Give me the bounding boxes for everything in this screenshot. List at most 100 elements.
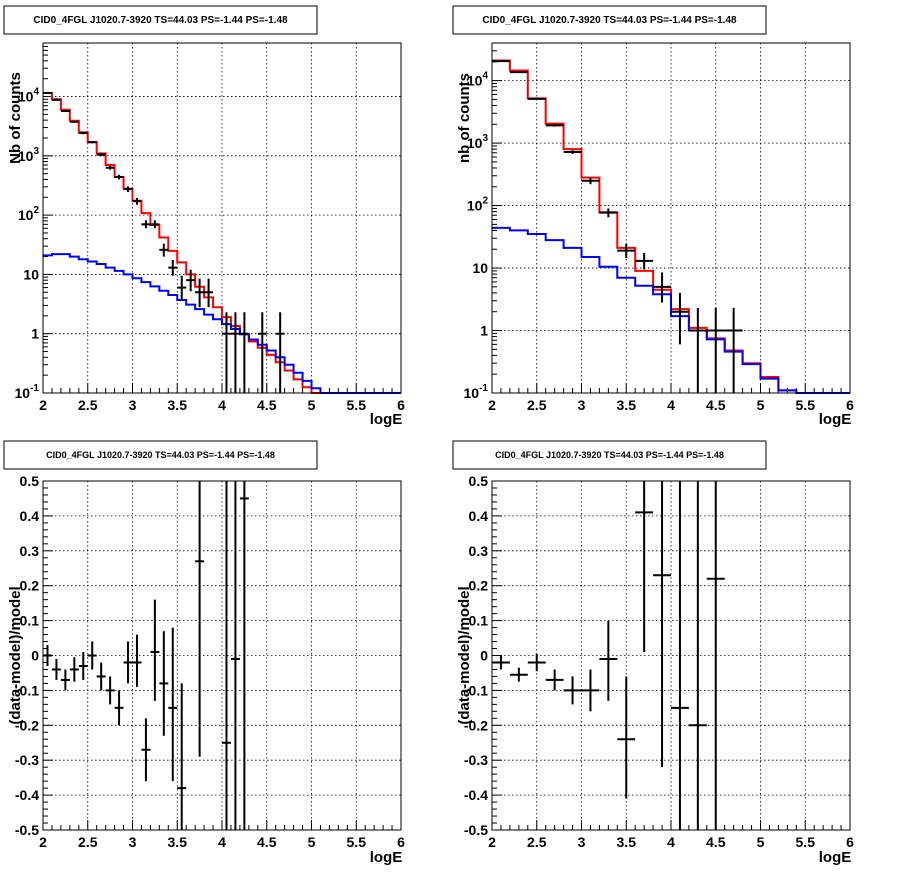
y-axis-label: Nb of counts: [7, 72, 24, 164]
chart-title-box: [3, 440, 318, 470]
x-tick-label: 3: [578, 834, 586, 850]
x-tick-label: 3.5: [168, 834, 188, 850]
data-point: [617, 676, 636, 799]
x-tick-label: 4.5: [257, 834, 277, 850]
y-tick-label: -0.4: [15, 787, 39, 803]
data-point: [563, 150, 582, 154]
data-point: [653, 481, 671, 768]
y-tick-label: 102: [18, 205, 40, 223]
x-tick-label: 5: [308, 397, 316, 413]
data-point: [177, 683, 187, 830]
x-tick-label: 5: [757, 834, 765, 850]
plot-frame: [491, 480, 851, 831]
y-tick-label: 104: [467, 71, 489, 89]
data-point: [688, 481, 707, 830]
data-point: [195, 481, 205, 757]
chart-title-box: [452, 5, 767, 35]
data-point: [150, 220, 160, 229]
data-point: [87, 641, 97, 670]
data-point: [60, 110, 70, 113]
data-point: [96, 662, 106, 691]
data-point: [239, 312, 249, 393]
y-tick-label: 0.5: [469, 473, 489, 489]
x-tick-label: 3: [578, 397, 586, 413]
data-point: [257, 312, 267, 393]
x-tick-label: 5: [757, 397, 765, 413]
data-point: [563, 676, 582, 705]
x-tick-label: 3.5: [617, 397, 637, 413]
chart-panel-3: CID0_4FGL J1020.7-3920 TS=44.03 PS=-1.44…: [3, 440, 405, 866]
x-tick-label: 2: [39, 397, 47, 413]
y-tick-label: 10: [23, 266, 39, 282]
data-point: [78, 132, 88, 135]
x-tick-label: 5.5: [796, 834, 816, 850]
data-point: [195, 278, 205, 308]
x-axis-label: logE: [370, 411, 403, 428]
data-point: [527, 653, 546, 672]
chart-panel-2: CID0_4FGL J1020.7-3920 TS=44.03 PS=-1.44…: [452, 5, 854, 428]
x-tick-label: 5.5: [796, 397, 816, 413]
x-tick-label: 4.5: [706, 834, 726, 850]
y-tick-label: 0: [480, 648, 488, 664]
y-tick-label: 0.1: [469, 613, 489, 629]
y-tick-label: -0.5: [464, 822, 488, 838]
data-point: [123, 186, 133, 193]
data-point: [599, 620, 618, 701]
y-tick-label: -0.1: [464, 682, 488, 698]
data-point: [186, 269, 196, 292]
x-axis-label: logE: [819, 849, 852, 866]
data-point: [150, 599, 160, 701]
x-tick-label: 3.5: [168, 397, 188, 413]
x-tick-label: 4: [667, 397, 675, 413]
x-tick-label: 5: [308, 834, 316, 850]
data-point: [51, 658, 61, 680]
y-tick-label: -0.3: [15, 752, 39, 768]
data-point: [653, 272, 671, 303]
x-tick-label: 5.5: [347, 397, 367, 413]
data-point: [688, 307, 707, 393]
y-axis-label: nb of counts: [456, 73, 473, 163]
y-tick-label: 0.4: [20, 508, 40, 524]
data-point: [60, 669, 70, 691]
y-tick-label: 102: [467, 196, 489, 214]
x-tick-label: 4: [218, 834, 226, 850]
data-point: [43, 91, 52, 94]
data-point: [230, 481, 240, 830]
data-point: [51, 98, 61, 101]
data-point: [132, 634, 142, 687]
x-tick-label: 5.5: [347, 834, 367, 850]
y-tick-label: -0.3: [464, 752, 488, 768]
data-point: [168, 260, 178, 276]
x-tick-label: 6: [397, 834, 405, 850]
data-point: [69, 120, 79, 123]
x-tick-label: 3: [129, 834, 137, 850]
y-tick-label: 0.2: [20, 578, 40, 594]
data-point: [509, 71, 528, 74]
chart-title: CID0_4FGL J1020.7-3920 TS=44.03 PS=-1.44…: [46, 450, 275, 460]
data-point: [671, 481, 689, 830]
x-tick-label: 2.5: [78, 397, 98, 413]
y-tick-label: -0.2: [15, 717, 39, 733]
x-tick-label: 4: [218, 397, 226, 413]
y-tick-label: 1: [31, 326, 39, 342]
data-point: [617, 243, 636, 258]
data-point: [168, 627, 178, 782]
y-tick-label: 103: [467, 133, 489, 151]
data-point: [706, 307, 725, 393]
data-point: [581, 669, 600, 712]
y-tick-label: 1: [480, 323, 488, 339]
y-tick-label: 0.3: [20, 543, 40, 559]
y-axis-label: (data-model)/model: [456, 586, 473, 724]
chart-title-box: [452, 440, 767, 470]
data-point: [706, 481, 725, 830]
y-tick-label: 0: [31, 648, 39, 664]
data-point: [132, 197, 142, 205]
y-tick-label: 10-1: [15, 383, 40, 401]
x-tick-label: 2.5: [527, 834, 547, 850]
plot-frame: [42, 480, 402, 831]
chart-title: CID0_4FGL J1020.7-3920 TS=44.03 PS=-1.44…: [495, 450, 724, 460]
data-point: [141, 718, 151, 782]
data-point: [545, 124, 564, 127]
